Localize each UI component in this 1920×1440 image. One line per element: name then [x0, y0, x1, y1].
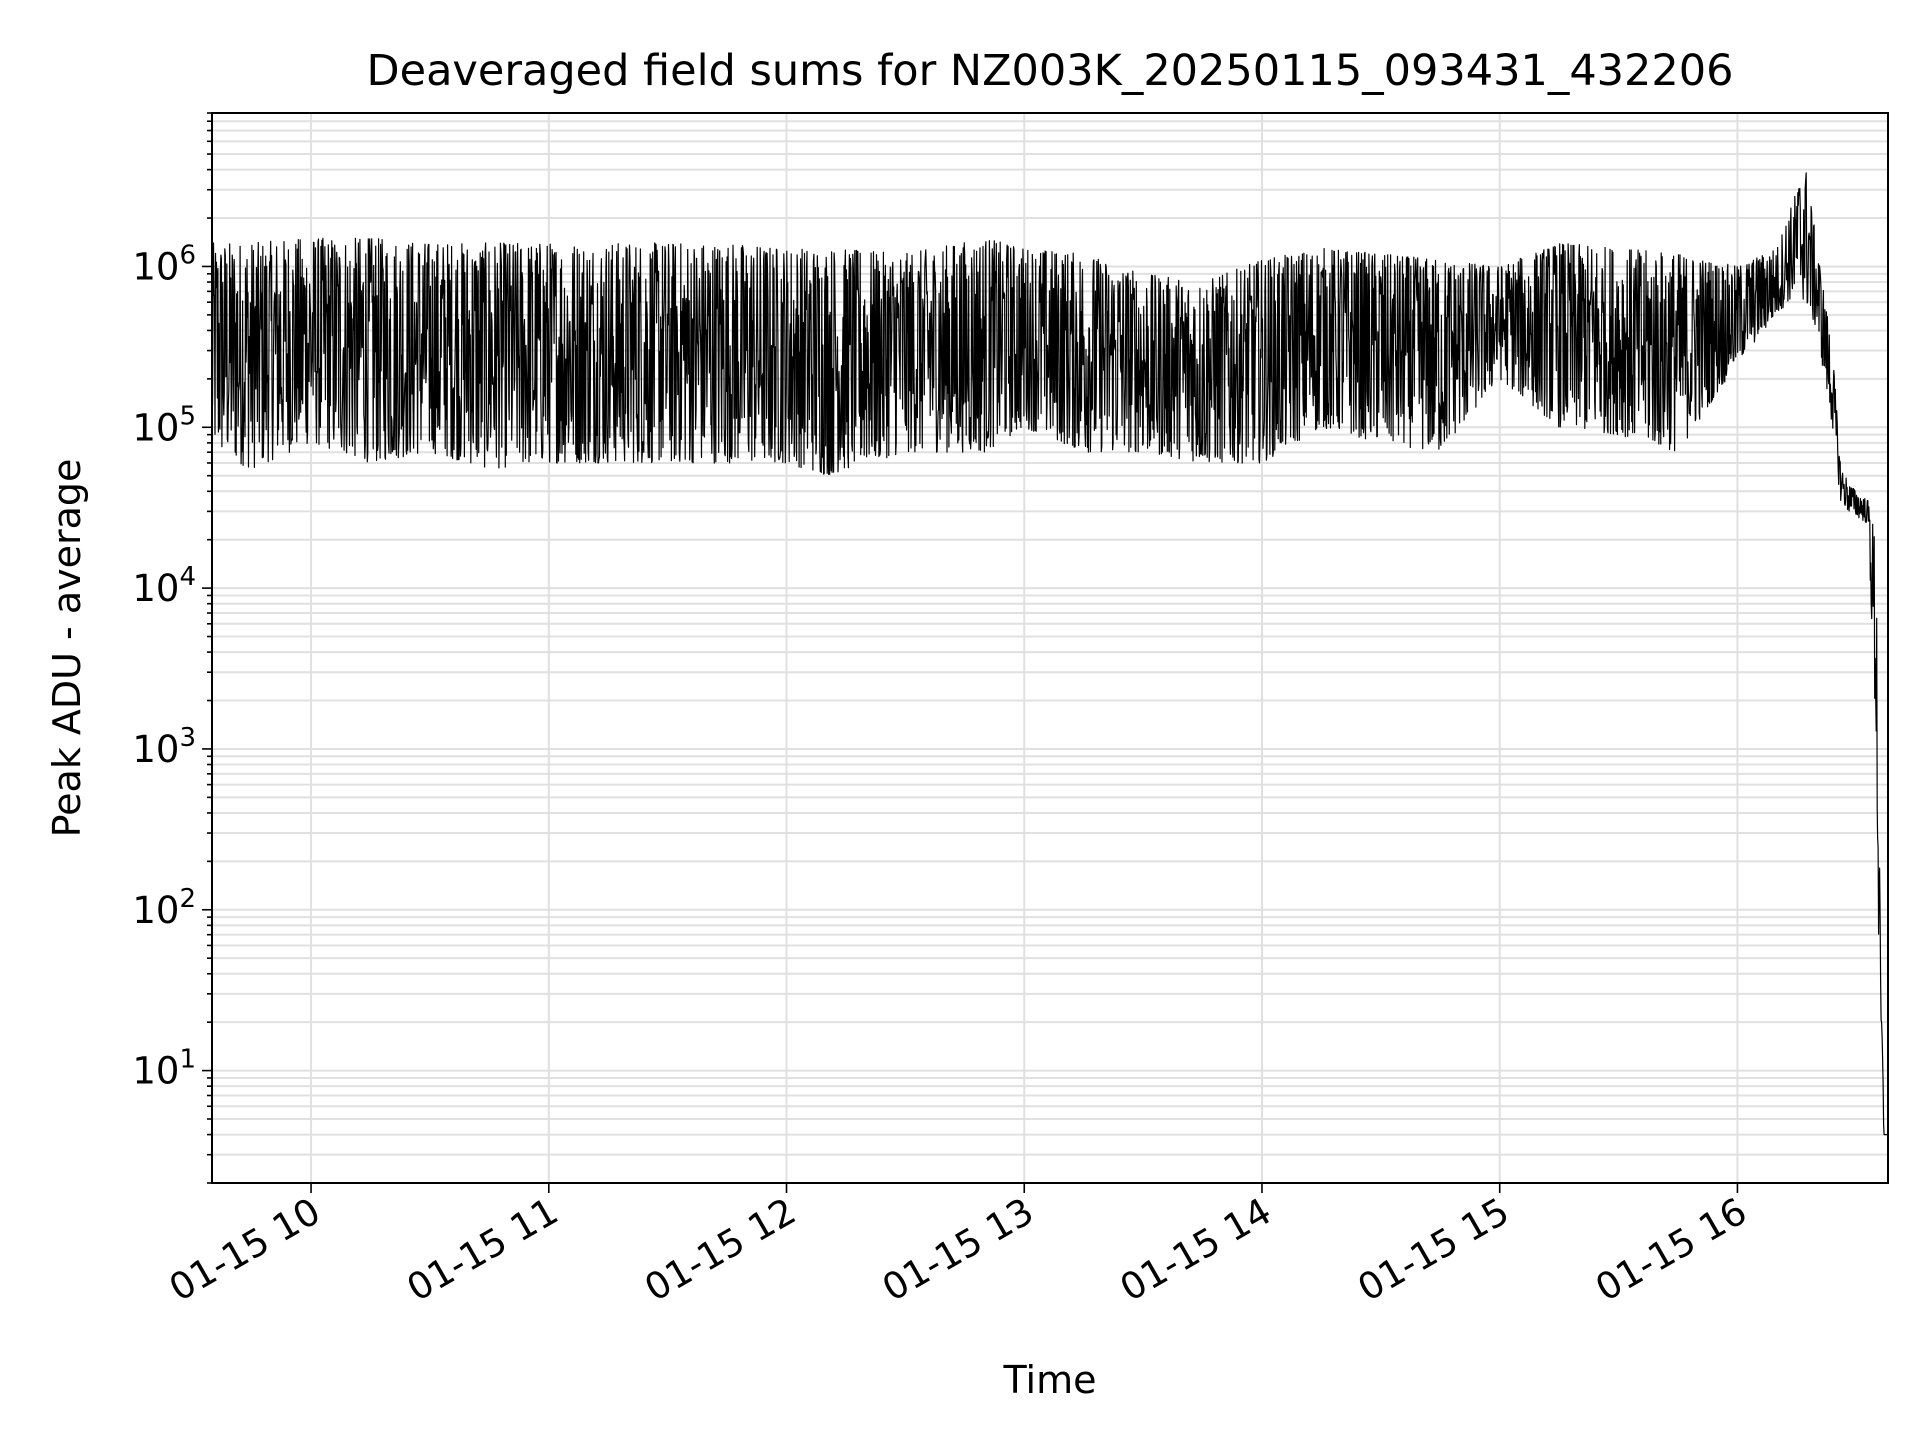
y-tick-label: 103 — [132, 723, 196, 771]
y-tick-label: 106 — [132, 240, 196, 288]
x-axis-label: Time — [1003, 1358, 1097, 1402]
y-axis-label: Peak ADU - average — [45, 459, 89, 838]
y-tick-label: 105 — [132, 401, 196, 449]
chart-title: Deaveraged field sums for NZ003K_2025011… — [367, 46, 1734, 96]
y-tick-label: 104 — [132, 562, 196, 610]
series-line — [212, 172, 1888, 1136]
grid — [212, 112, 1888, 1184]
y-tick-label: 102 — [132, 884, 196, 932]
y-tick-label: 101 — [132, 1045, 196, 1093]
plot-frame — [211, 112, 1889, 1184]
y-axis: 101 102 103 104 105 106 — [132, 112, 212, 1184]
plot-area — [212, 172, 1888, 1136]
